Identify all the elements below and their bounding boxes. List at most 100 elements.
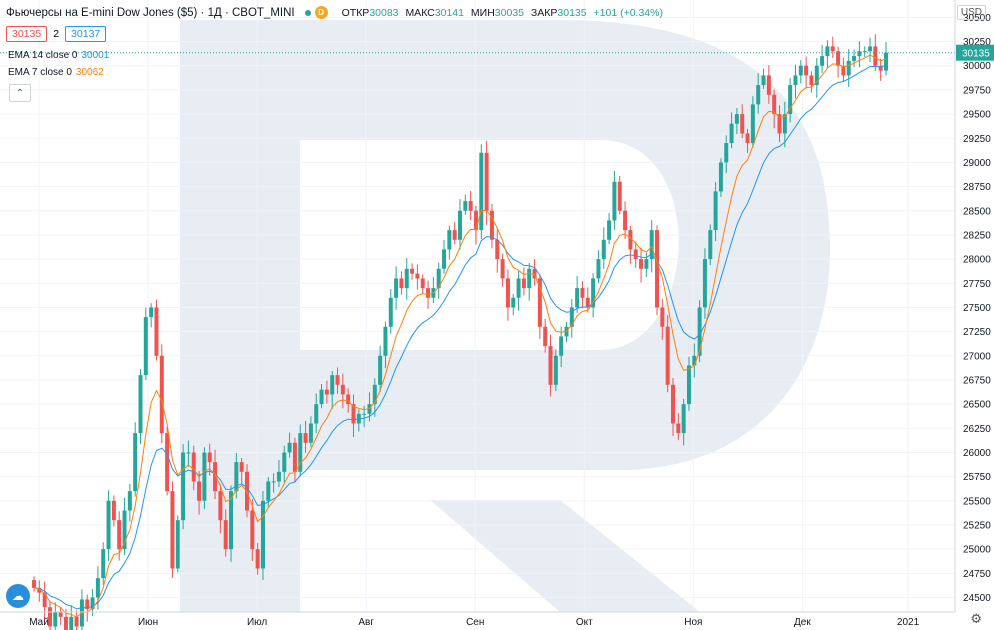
candle (756, 73, 761, 114)
candle (559, 326, 564, 368)
candle (42, 581, 47, 622)
candle (532, 259, 537, 286)
y-tick-label: 26000 (963, 448, 991, 459)
price-tag-text: 30135 (962, 49, 990, 60)
candle (154, 299, 159, 361)
indicator-ema7[interactable]: EMA 7 close 0 30062 (8, 67, 104, 78)
price-tag-bg (956, 44, 994, 61)
y-tick-label: 28250 (963, 230, 991, 241)
candle (724, 135, 729, 174)
candle (79, 589, 84, 630)
candle (53, 602, 58, 630)
y-tick-label: 24750 (963, 569, 991, 580)
candle (473, 205, 478, 245)
candle (686, 356, 691, 411)
candle (399, 271, 404, 295)
candle (58, 607, 63, 626)
candle (207, 443, 212, 476)
currency-label[interactable]: USD (956, 5, 986, 20)
candle (591, 273, 596, 318)
candle (569, 299, 574, 338)
x-tick-label: Май (29, 617, 49, 628)
indicator-ema14-label: EMA 14 close 0 (8, 50, 78, 61)
y-tick-label: 26500 (963, 400, 991, 411)
y-tick-label: 29750 (963, 85, 991, 96)
y-tick-label: 30500 (963, 13, 991, 24)
y-tick-label: 29500 (963, 110, 991, 121)
chart-header: Фьючерсы на E-mini Dow Jones ($5) · 1Д ·… (6, 6, 667, 19)
candle (702, 248, 707, 319)
candle (133, 422, 138, 497)
time-axis[interactable]: Май Июн Июл Авг Сен Окт Ноя Дек 2021 (0, 611, 955, 628)
price-axis[interactable]: 24500 24750 25000 25250 25500 25750 26000 26250… (954, 0, 991, 612)
candle (452, 222, 457, 245)
x-tick-label: Окт (576, 617, 593, 628)
candle (63, 608, 68, 630)
candle (165, 426, 170, 496)
candle (873, 34, 878, 71)
candle (298, 424, 303, 477)
candle (372, 378, 377, 417)
indicator-ema7-label: EMA 7 close 0 (8, 67, 72, 78)
candle (521, 267, 526, 296)
candle (596, 250, 601, 284)
tradingview-logo-icon[interactable]: ☁ (6, 584, 30, 608)
current-price-tag: 30135 (956, 44, 994, 61)
candle (655, 225, 660, 316)
candle (186, 440, 191, 467)
candle (197, 471, 202, 515)
y-tick-label: 25750 (963, 472, 991, 483)
y-tick-label: 27500 (963, 303, 991, 314)
low-label: МИН (470, 6, 495, 19)
sell-price-button[interactable]: 30135 (6, 26, 48, 42)
candle (394, 266, 399, 310)
candle (527, 262, 532, 301)
candle (553, 349, 558, 391)
bid-ask-row: 30135 2 30137 (6, 26, 107, 42)
candle (740, 104, 745, 139)
candle (750, 96, 755, 148)
candle (660, 299, 665, 340)
ohlc-values: ОТКР30083 МАКС30141 МИН30035 ЗАКР30135 +… (342, 7, 667, 19)
candle (479, 144, 484, 239)
x-tick-label: 2021 (897, 617, 920, 628)
x-tick-label: Дек (794, 617, 811, 628)
candle (218, 483, 223, 534)
candle (324, 380, 329, 404)
candle (250, 499, 255, 562)
y-tick-label: 27750 (963, 279, 991, 290)
candle (761, 68, 766, 90)
candle (335, 367, 340, 394)
delayed-data-icon[interactable]: D (314, 6, 328, 19)
candle (644, 252, 649, 277)
indicator-ema14[interactable]: EMA 14 close 0 30001 (8, 50, 109, 61)
ema14-line (33, 64, 887, 610)
candle (159, 344, 164, 443)
symbol-title[interactable]: Фьючерсы на E-mini Dow Jones ($5) · 1Д ·… (6, 6, 295, 19)
candle (138, 369, 143, 444)
candle (836, 46, 841, 78)
low-value: 30035 (494, 6, 524, 19)
candle (292, 437, 297, 483)
change-value: +101 (+0.34%) (593, 6, 663, 19)
collapse-indicators-button[interactable]: ⌃ (9, 84, 31, 102)
candle (37, 580, 42, 602)
candle (676, 413, 681, 441)
candle (431, 276, 436, 304)
gear-icon[interactable]: ⚙ (970, 611, 982, 626)
candle (511, 293, 516, 316)
candle (436, 262, 441, 299)
candle (234, 452, 239, 499)
y-tick-label: 28000 (963, 255, 991, 266)
buy-price-button[interactable]: 30137 (65, 26, 107, 42)
candle (601, 227, 606, 269)
candle (804, 56, 809, 89)
candle (308, 416, 313, 448)
candle (708, 224, 713, 266)
candle (383, 321, 388, 369)
candle (713, 182, 718, 242)
candle (276, 460, 281, 488)
candle (537, 274, 542, 339)
candle (32, 576, 36, 592)
